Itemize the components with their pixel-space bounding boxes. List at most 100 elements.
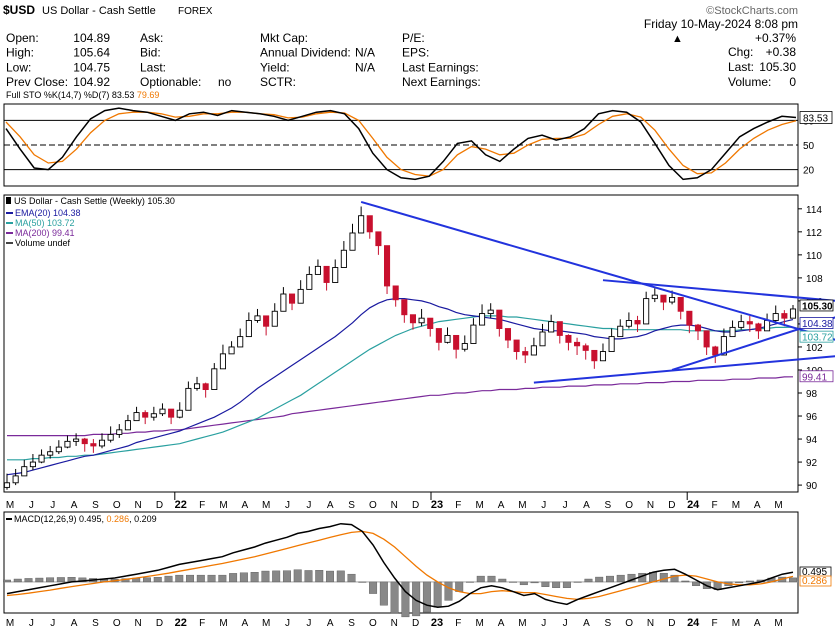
price-last-box [799, 330, 834, 343]
candle-body [729, 326, 736, 338]
candle-body [176, 409, 183, 418]
candle-body [496, 309, 503, 329]
macd-histogram-bar [433, 581, 442, 608]
price-x-tick-label: D [412, 500, 419, 511]
macd-histogram-bar [24, 578, 33, 583]
price-x-tick-label: F [455, 500, 461, 511]
price-x-tick-label: A [71, 500, 78, 511]
ma200-line [7, 376, 794, 437]
price-x-tick-label: S [604, 500, 611, 511]
price-x-tick-label: J [29, 500, 34, 511]
candle-body [755, 323, 762, 332]
macd-line [6, 522, 794, 608]
candle-body [211, 368, 218, 390]
price-y-tick-label: 112 [806, 228, 822, 239]
macd-histogram-bar [164, 575, 173, 583]
exchange: FOREX [178, 6, 213, 17]
macd-histogram-bar [670, 574, 679, 583]
candle-body [582, 345, 589, 351]
stat-value: no [218, 75, 232, 89]
macd-histogram-bar [573, 581, 582, 583]
candle-body [64, 440, 71, 448]
macd-x-tick-label: M [6, 618, 14, 629]
candle-body [3, 482, 11, 488]
price-x-tick-label: M [732, 500, 740, 511]
price-x-tick-label: 22 [175, 499, 187, 511]
candle-body [219, 353, 226, 370]
macd-x-tick-label: A [71, 618, 78, 629]
candle-body [669, 297, 676, 303]
macd-x-tick-label: D [668, 618, 675, 629]
price-x-tick-label: M [518, 500, 526, 511]
price-y-tick-label: 114 [806, 205, 822, 216]
candle-body [280, 293, 287, 312]
macd-x-tick-label: J [285, 618, 290, 629]
macd-histogram-bar [541, 581, 550, 587]
macd-x-tick-label: S [604, 618, 611, 629]
macd-x-tick-label: J [29, 618, 34, 629]
candle-body [29, 461, 36, 468]
stat-label: Last Earnings: [402, 60, 479, 74]
macd-x-tick-label: J [50, 618, 55, 629]
candle-body [539, 331, 546, 347]
macd-histogram-bar [13, 578, 22, 583]
price-legend-entry: MA(200) 99.41 [15, 228, 75, 238]
stochastic-current-box [799, 111, 833, 124]
candle-body [314, 265, 321, 275]
macd-histogram-bar [207, 574, 216, 583]
stat-label: Bid: [140, 46, 161, 60]
candle-body [608, 336, 615, 353]
price-x-tick-label: A [327, 500, 334, 511]
candle-body [133, 412, 140, 422]
candle-body [340, 249, 347, 268]
price-y-tick-label: 108 [806, 274, 823, 285]
candle-body [470, 324, 477, 344]
price-x-tick-label: F [711, 500, 717, 511]
macd-x-tick-label: M [774, 618, 782, 629]
macd-x-tick-label: A [498, 618, 505, 629]
price-y-tick-label: 96 [806, 412, 818, 423]
candle-legend-icon [6, 197, 11, 204]
macd-x-tick-label: O [113, 618, 121, 629]
candle-body [479, 313, 486, 326]
macd-histogram-bar [552, 581, 561, 588]
ema20-line [6, 298, 794, 476]
stat-label: Yield: [260, 60, 290, 74]
candle-body [530, 345, 537, 356]
price-x-tick-label: O [625, 500, 633, 511]
candle-body [81, 438, 88, 445]
macd-histogram-bar [196, 574, 205, 583]
price-x-tick-label: 24 [687, 499, 700, 511]
trendline [360, 200, 835, 341]
macd-x-tick-label: F [199, 618, 205, 629]
last-label: Last: [728, 60, 754, 74]
candle-body [332, 267, 339, 283]
macd-x-tick-label: M [732, 618, 740, 629]
macd-histogram-bar [35, 577, 44, 583]
stat-label: SCTR: [260, 75, 296, 89]
macd-histogram-bar [487, 575, 496, 583]
macd-histogram-bar [692, 581, 701, 587]
stat-value: 104.92 [73, 75, 110, 89]
price-last-label: 105.30 [802, 301, 833, 312]
candle-body [185, 387, 192, 411]
macd-histogram-bar [282, 570, 291, 583]
macd-histogram-bar [261, 570, 270, 583]
macd-histogram-bar [272, 570, 281, 583]
stat-value: 105.64 [73, 46, 110, 60]
price-last-box [799, 370, 834, 383]
candle-body [297, 288, 304, 304]
candle-body [738, 321, 745, 328]
candle-body [150, 413, 157, 418]
candle-body [556, 321, 563, 336]
candle-body [504, 328, 512, 341]
price-x-tick-label: O [369, 500, 377, 511]
macd-histogram-bar [605, 575, 614, 583]
macd-histogram-bar [584, 578, 593, 583]
price-y-tick-label: 92 [806, 458, 818, 469]
stat-label: Next Earnings: [402, 75, 481, 89]
quote-stats: Open: 104.89 High: 105.64 Low: 104.75 Prev Clo… [6, 31, 481, 89]
candle-body [116, 429, 123, 435]
candle-body [73, 438, 80, 442]
